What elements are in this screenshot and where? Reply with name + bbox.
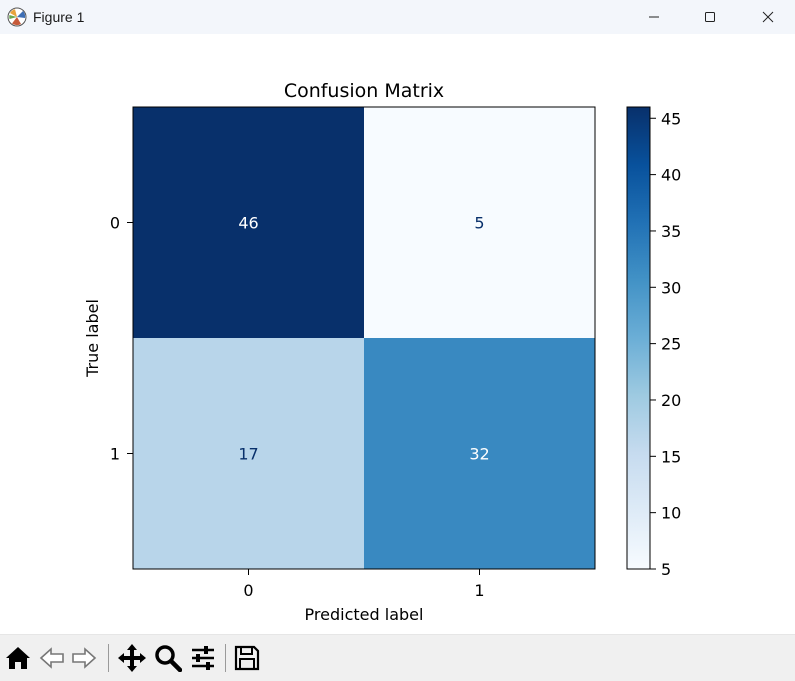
forward-icon: [72, 647, 97, 669]
forward-button[interactable]: [69, 643, 99, 673]
minimize-icon: [649, 16, 659, 18]
home-icon: [6, 647, 30, 669]
window-title: Figure 1: [33, 9, 85, 25]
y-tick-label: 1: [110, 445, 120, 464]
back-button[interactable]: [37, 643, 67, 673]
maximize-icon: [705, 12, 715, 22]
y-tick-label: 0: [110, 214, 120, 233]
cell-value-label: 5: [474, 214, 484, 233]
cell-value-label: 17: [238, 445, 258, 464]
heatmap-cell: [364, 107, 595, 338]
colorbar-tick-label: 40: [661, 166, 681, 185]
title-bar: Figure 1: [0, 0, 795, 34]
colorbar-tick-label: 10: [661, 504, 681, 523]
configure-subplots-button[interactable]: [188, 643, 218, 673]
heatmap-cell: [133, 338, 364, 569]
save-icon: [234, 645, 260, 671]
toolbar-separator: [225, 644, 226, 672]
heatmap-cell: [133, 107, 364, 338]
save-button[interactable]: [232, 643, 262, 673]
configure-subplots-icon: [192, 646, 214, 670]
colorbar-tick-label: 5: [661, 560, 671, 579]
maximize-button[interactable]: [687, 0, 733, 34]
y-axis-ticks: 01: [110, 214, 133, 464]
x-tick-label: 0: [243, 581, 253, 600]
colorbar-tick-label: 25: [661, 335, 681, 354]
zoom-button[interactable]: [153, 643, 183, 673]
back-icon: [39, 647, 64, 669]
cell-value-label: 32: [469, 445, 489, 464]
close-icon: [762, 11, 774, 23]
colorbar-tick-label: 35: [661, 222, 681, 241]
colorbar-tick-label: 30: [661, 278, 681, 297]
y-axis-label: True label: [83, 299, 102, 378]
colorbar-tick-label: 15: [661, 447, 681, 466]
chart-title: Confusion Matrix: [284, 80, 444, 102]
heatmap-cells: 46 5 17 32: [133, 107, 595, 569]
plot-frame: [132, 106, 596, 570]
colorbar-ticks: 5 10 15 20 25 30 35 40 45: [650, 109, 681, 579]
zoom-icon: [155, 645, 182, 672]
toolbar-separator: [108, 644, 109, 672]
colorbar-tick-label: 20: [661, 391, 681, 410]
navigation-toolbar: [0, 634, 795, 681]
pan-icon: [118, 644, 146, 672]
colorbar: [626, 106, 651, 570]
x-tick-label: 1: [474, 581, 484, 600]
home-button[interactable]: [3, 643, 33, 673]
close-button[interactable]: [745, 0, 791, 34]
minimize-button[interactable]: [631, 0, 677, 34]
x-axis-label: Predicted label: [305, 605, 424, 624]
matplotlib-app-icon: [7, 7, 27, 27]
pan-button[interactable]: [117, 643, 147, 673]
heatmap-cell: [364, 338, 595, 569]
colorbar-tick-label: 45: [661, 109, 681, 128]
cell-value-label: 46: [238, 214, 258, 233]
